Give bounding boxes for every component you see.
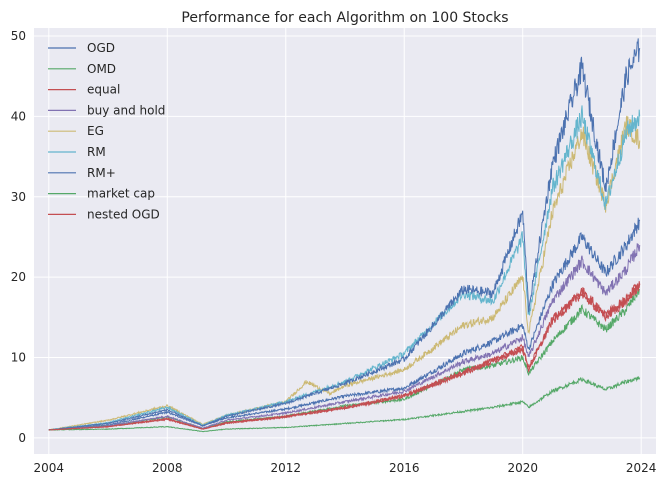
x-tick-label: 2016: [389, 461, 420, 475]
x-tick-label: 2024: [626, 461, 657, 475]
legend: OGD OMD equal buy and hold EG RM RM+ market cap…: [48, 41, 165, 221]
legend-label: RM: [87, 145, 106, 159]
series-line-eg: [48, 115, 641, 431]
legend-label: equal: [87, 83, 120, 97]
x-tick-label: 2004: [34, 461, 65, 475]
legend-label: OMD: [87, 62, 116, 76]
series-line-nested-ogd: [48, 283, 641, 431]
series-line-market-cap: [48, 376, 641, 433]
x-tick-label: 2012: [270, 461, 301, 475]
y-tick-label: 30: [11, 190, 26, 204]
legend-label: RM+: [87, 166, 116, 180]
x-tick-label: 2020: [507, 461, 538, 475]
plot-area-background: [34, 28, 656, 454]
y-tick-label: 0: [18, 431, 26, 445]
legend-label: buy and hold: [87, 103, 165, 117]
legend-label: OGD: [87, 41, 115, 55]
x-axis-ticks: 2004 2008 2012 2016 2020 2024: [34, 461, 657, 475]
y-axis-ticks: 0 10 20 30 40 50: [11, 29, 26, 445]
series-line-rm: [48, 105, 641, 431]
series-line-buy-and-hold: [48, 243, 641, 431]
y-tick-label: 40: [11, 109, 26, 123]
y-tick-label: 50: [11, 29, 26, 43]
series-line-rm-: [48, 38, 641, 431]
x-tick-label: 2008: [152, 461, 183, 475]
chart-title: Performance for each Algorithm on 100 St…: [181, 10, 508, 26]
legend-label: nested OGD: [87, 207, 160, 221]
series-lines: [48, 38, 641, 433]
y-tick-label: 10: [11, 351, 26, 365]
series-line-ogd: [48, 217, 641, 431]
y-tick-label: 20: [11, 270, 26, 284]
legend-label: market cap: [87, 187, 155, 201]
legend-label: EG: [87, 124, 104, 138]
